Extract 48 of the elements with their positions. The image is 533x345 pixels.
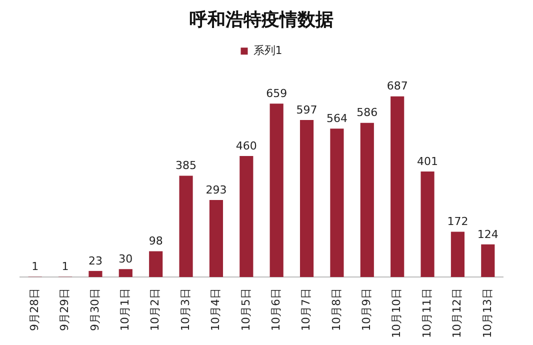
x-tick-label: 10月6日 bbox=[269, 288, 282, 332]
bar bbox=[330, 128, 344, 278]
bar bbox=[118, 269, 132, 278]
bar bbox=[300, 120, 314, 278]
data-label: 98 bbox=[148, 234, 163, 248]
data-label: 401 bbox=[417, 154, 438, 168]
data-label: 597 bbox=[296, 103, 318, 116]
x-tick-label: 10月12日 bbox=[450, 288, 464, 338]
x-tick-label: 10月4日 bbox=[209, 288, 222, 332]
x-tick-label: 10月3日 bbox=[178, 288, 192, 332]
x-tick-label: 9月29日 bbox=[58, 288, 72, 332]
bar bbox=[360, 122, 374, 278]
data-label: 687 bbox=[386, 80, 408, 93]
bar bbox=[240, 156, 254, 278]
x-tick-label: 10月9日 bbox=[360, 288, 374, 332]
bar bbox=[270, 104, 284, 278]
bar bbox=[390, 96, 404, 278]
data-label: 30 bbox=[118, 252, 133, 266]
x-tick-label: 10月7日 bbox=[300, 288, 313, 332]
legend-label: 系列1 bbox=[253, 44, 282, 57]
bar bbox=[450, 232, 465, 278]
data-label: 172 bbox=[447, 215, 468, 228]
x-tick-label: 9月30日 bbox=[88, 288, 102, 332]
bar bbox=[149, 251, 163, 278]
x-tick-label: 10月2日 bbox=[148, 288, 162, 332]
bar bbox=[420, 172, 434, 278]
data-label: 385 bbox=[176, 159, 197, 172]
x-tick-label: 10月5日 bbox=[239, 288, 252, 332]
data-label: 124 bbox=[477, 228, 498, 241]
data-label: 564 bbox=[326, 112, 348, 126]
bar bbox=[209, 200, 224, 278]
chart-title: 呼和浩特疫情数据 bbox=[190, 9, 334, 30]
x-tick-label: 10月1日 bbox=[118, 288, 132, 332]
bar bbox=[88, 270, 102, 278]
x-tick-label: 10月10日 bbox=[390, 288, 404, 338]
x-tick-label: 10月8日 bbox=[330, 288, 343, 332]
data-label: 23 bbox=[88, 254, 102, 268]
data-label: 460 bbox=[236, 139, 257, 152]
data-label: 659 bbox=[266, 87, 288, 100]
data-label: 1 bbox=[32, 260, 39, 274]
x-tick-label: 10月13日 bbox=[480, 288, 494, 338]
data-label: 1 bbox=[62, 260, 69, 274]
bar bbox=[179, 176, 193, 278]
data-label: 586 bbox=[356, 106, 378, 120]
bar bbox=[481, 244, 495, 278]
x-tick-label: 10月11日 bbox=[420, 288, 434, 338]
data-label: 293 bbox=[206, 183, 227, 196]
x-tick-label: 9月28日 bbox=[28, 288, 41, 332]
